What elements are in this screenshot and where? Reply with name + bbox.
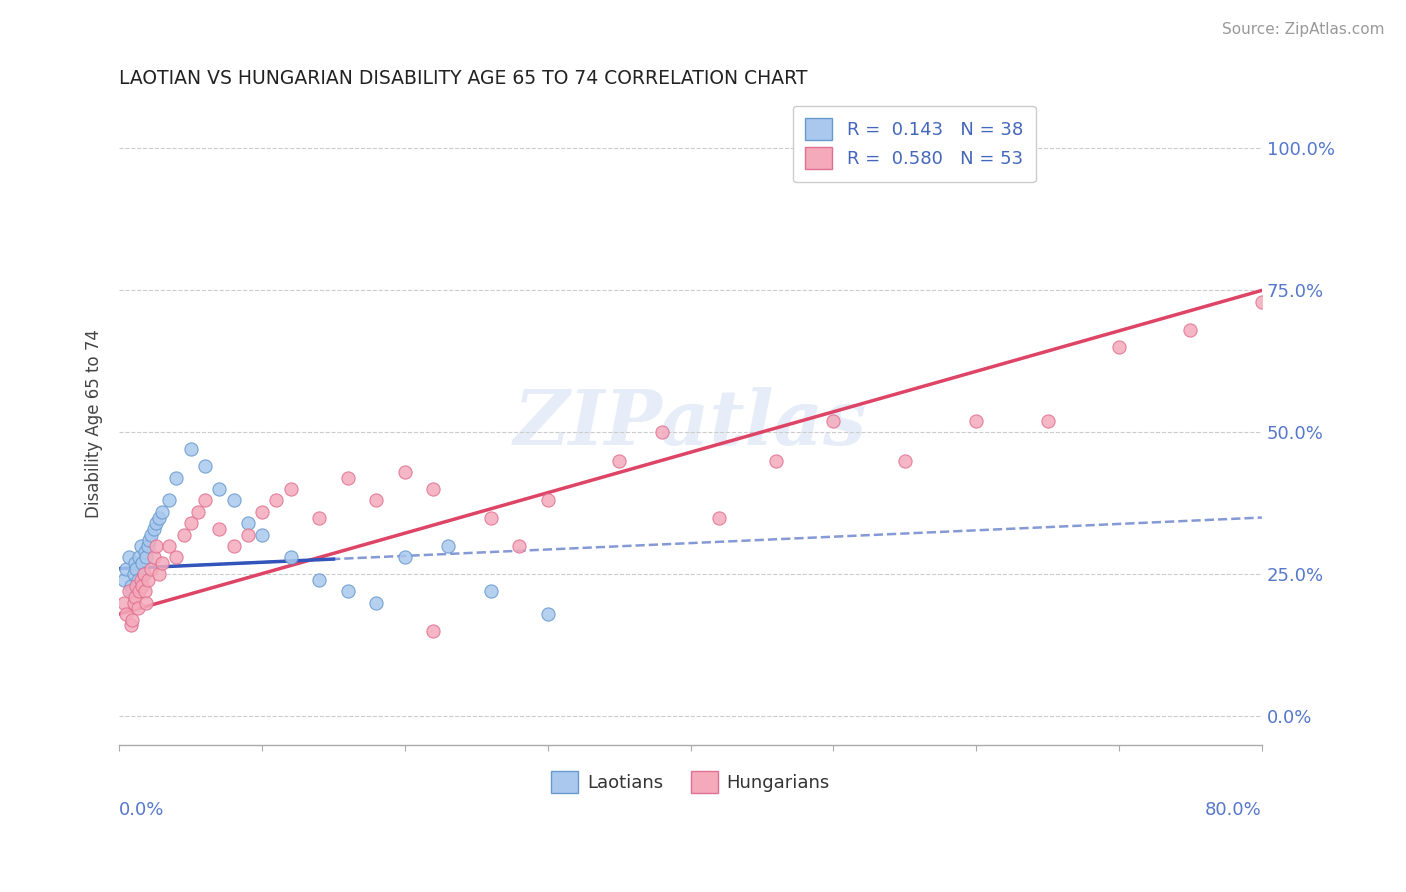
Point — [651, 425, 673, 440]
Point — [127, 601, 149, 615]
Point — [965, 414, 987, 428]
Point — [173, 527, 195, 541]
Point — [236, 516, 259, 531]
Point — [236, 527, 259, 541]
Point — [132, 567, 155, 582]
Point — [148, 510, 170, 524]
Point — [135, 550, 157, 565]
Point — [136, 573, 159, 587]
Point — [131, 579, 153, 593]
Point — [250, 505, 273, 519]
Point — [187, 505, 209, 519]
Point — [222, 493, 245, 508]
Point — [112, 573, 135, 587]
Point — [139, 561, 162, 575]
Point — [157, 493, 180, 508]
Point — [180, 442, 202, 457]
Point — [120, 618, 142, 632]
Point — [266, 493, 288, 508]
Point — [145, 539, 167, 553]
Text: 80.0%: 80.0% — [1205, 802, 1263, 820]
Point — [134, 584, 156, 599]
Text: Source: ZipAtlas.com: Source: ZipAtlas.com — [1222, 22, 1385, 37]
Point — [165, 550, 187, 565]
Point — [422, 624, 444, 639]
Point — [128, 550, 150, 565]
Point — [336, 584, 359, 599]
Point — [180, 516, 202, 531]
Point — [157, 539, 180, 553]
Point — [115, 607, 138, 621]
Point — [194, 459, 217, 474]
Point — [479, 584, 502, 599]
Point — [122, 596, 145, 610]
Point — [765, 454, 787, 468]
Text: ZIPatlas: ZIPatlas — [515, 387, 868, 461]
Point — [394, 550, 416, 565]
Point — [112, 596, 135, 610]
Point — [707, 510, 730, 524]
Point — [115, 561, 138, 575]
Point — [148, 567, 170, 582]
Point — [422, 482, 444, 496]
Point — [125, 561, 148, 575]
Legend: Laotians, Hungarians: Laotians, Hungarians — [544, 764, 837, 800]
Text: 0.0%: 0.0% — [120, 802, 165, 820]
Point — [366, 596, 388, 610]
Point — [129, 539, 152, 553]
Point — [607, 454, 630, 468]
Point — [129, 573, 152, 587]
Y-axis label: Disability Age 65 to 74: Disability Age 65 to 74 — [86, 329, 103, 518]
Point — [194, 493, 217, 508]
Point — [150, 505, 173, 519]
Point — [208, 482, 231, 496]
Point — [118, 550, 141, 565]
Point — [250, 527, 273, 541]
Point — [132, 567, 155, 582]
Point — [308, 510, 330, 524]
Point — [121, 584, 143, 599]
Point — [145, 516, 167, 531]
Point — [121, 613, 143, 627]
Point — [479, 510, 502, 524]
Point — [823, 414, 845, 428]
Point — [894, 454, 917, 468]
Point — [139, 527, 162, 541]
Point — [138, 533, 160, 548]
Point — [222, 539, 245, 553]
Point — [142, 522, 165, 536]
Point — [128, 584, 150, 599]
Point — [308, 573, 330, 587]
Point — [1108, 340, 1130, 354]
Point — [436, 539, 458, 553]
Point — [120, 579, 142, 593]
Point — [131, 556, 153, 570]
Point — [1251, 294, 1274, 309]
Point — [142, 550, 165, 565]
Point — [537, 607, 560, 621]
Point — [208, 522, 231, 536]
Point — [280, 550, 302, 565]
Point — [124, 590, 146, 604]
Point — [537, 493, 560, 508]
Point — [280, 482, 302, 496]
Point — [366, 493, 388, 508]
Point — [124, 556, 146, 570]
Point — [136, 539, 159, 553]
Point — [508, 539, 530, 553]
Text: LAOTIAN VS HUNGARIAN DISABILITY AGE 65 TO 74 CORRELATION CHART: LAOTIAN VS HUNGARIAN DISABILITY AGE 65 T… — [120, 69, 808, 87]
Point — [394, 465, 416, 479]
Point — [135, 596, 157, 610]
Point — [118, 584, 141, 599]
Point — [150, 556, 173, 570]
Point — [125, 579, 148, 593]
Point — [336, 471, 359, 485]
Point — [1036, 414, 1059, 428]
Point — [122, 567, 145, 582]
Point — [1180, 323, 1202, 337]
Point — [134, 544, 156, 558]
Point — [127, 573, 149, 587]
Point — [165, 471, 187, 485]
